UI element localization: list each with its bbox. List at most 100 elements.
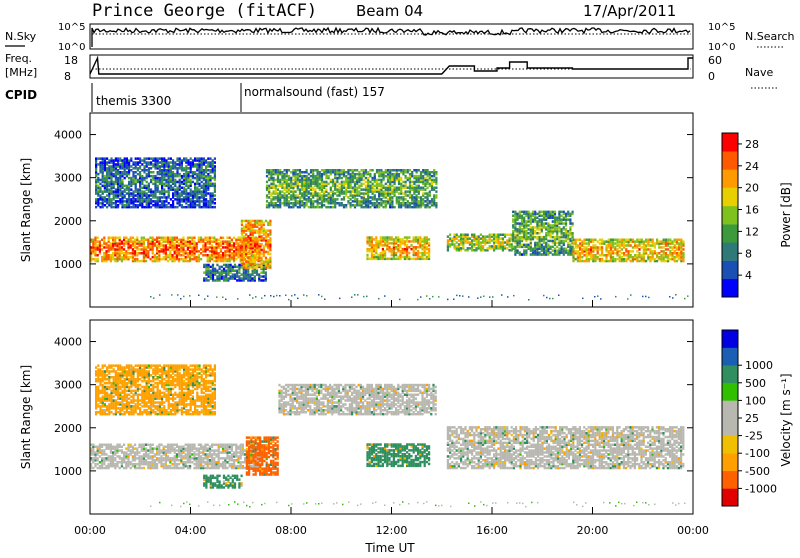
pixel — [258, 228, 260, 231]
pixel — [385, 169, 387, 172]
pixel — [165, 179, 167, 182]
pixel — [387, 185, 389, 188]
pixel — [417, 246, 419, 249]
pixel — [332, 206, 334, 209]
pixel — [174, 198, 176, 201]
pixel — [427, 169, 429, 172]
pixel — [539, 236, 541, 239]
data-region — [90, 237, 262, 263]
pixel — [389, 169, 391, 172]
freq-tick-top: 18 — [64, 54, 78, 67]
pixel — [97, 163, 99, 166]
pixel — [519, 222, 521, 225]
pixel — [134, 258, 136, 261]
pixel — [583, 246, 585, 249]
pixel — [363, 188, 365, 191]
pixel — [558, 295, 560, 297]
pixel — [168, 206, 170, 209]
pixel — [402, 169, 404, 172]
pixel — [565, 248, 567, 251]
pixel — [421, 238, 423, 241]
pixel — [146, 169, 148, 172]
pixel — [552, 253, 554, 256]
pixel — [369, 185, 371, 188]
pixel — [378, 188, 380, 191]
pixel — [268, 169, 270, 172]
pixel — [207, 192, 209, 195]
pixel — [435, 202, 437, 205]
pixel — [154, 242, 156, 245]
pixel — [294, 294, 296, 296]
pixel — [660, 250, 662, 253]
pixel — [161, 196, 163, 199]
pixel — [292, 183, 294, 186]
pixel — [113, 202, 115, 205]
pixel — [543, 211, 545, 214]
pixel — [363, 179, 365, 182]
pixel — [123, 252, 125, 255]
pixel — [411, 194, 413, 197]
pixel — [181, 181, 183, 184]
pixel — [306, 198, 308, 201]
pixel — [130, 177, 132, 180]
pixel — [124, 177, 126, 180]
pixel — [152, 190, 154, 193]
pixel — [334, 192, 336, 195]
pixel — [106, 198, 108, 201]
pixel — [110, 237, 112, 240]
pixel — [114, 248, 116, 251]
pixel — [119, 163, 121, 166]
pixel — [299, 169, 301, 172]
pixel — [196, 256, 198, 259]
pixel — [347, 200, 349, 203]
pixel — [183, 196, 185, 199]
pixel — [407, 177, 409, 180]
pixel — [94, 258, 96, 261]
pixel — [179, 157, 181, 160]
pixel — [106, 206, 108, 209]
pixel — [233, 242, 235, 245]
pixel — [575, 250, 577, 253]
pixel — [456, 241, 458, 244]
pixel — [132, 161, 134, 164]
pixel — [137, 179, 139, 182]
pixel — [268, 185, 270, 188]
pixel — [687, 295, 689, 297]
pixel — [398, 192, 400, 195]
pixel — [663, 239, 665, 242]
pixel — [420, 187, 422, 190]
pixel — [243, 226, 245, 229]
pixel — [385, 175, 387, 178]
pixel — [545, 211, 547, 214]
pixel — [536, 217, 538, 220]
pixel — [130, 157, 132, 160]
pixel — [671, 246, 673, 249]
pixel — [678, 239, 680, 242]
pixel — [128, 181, 130, 184]
pixel — [312, 200, 314, 203]
pixel — [616, 239, 618, 242]
pixel — [126, 192, 128, 195]
pixel — [424, 169, 426, 172]
pixel — [424, 204, 426, 207]
pixel — [369, 169, 371, 172]
pixel — [413, 181, 415, 184]
pixel — [132, 237, 134, 240]
pixel — [314, 200, 316, 203]
pixel — [424, 258, 426, 261]
pixel — [319, 192, 321, 195]
pixel — [534, 211, 536, 214]
pixel — [413, 196, 415, 199]
pixel — [273, 169, 275, 172]
pixel — [534, 242, 536, 245]
pixel — [594, 254, 596, 257]
pixel — [411, 171, 413, 174]
pixel — [336, 188, 338, 191]
pixel — [405, 169, 407, 172]
pixel — [469, 237, 471, 240]
pixel — [135, 171, 137, 174]
pixel — [552, 298, 554, 300]
pixel — [291, 295, 293, 297]
pixel — [525, 230, 527, 233]
pixel — [275, 169, 277, 172]
